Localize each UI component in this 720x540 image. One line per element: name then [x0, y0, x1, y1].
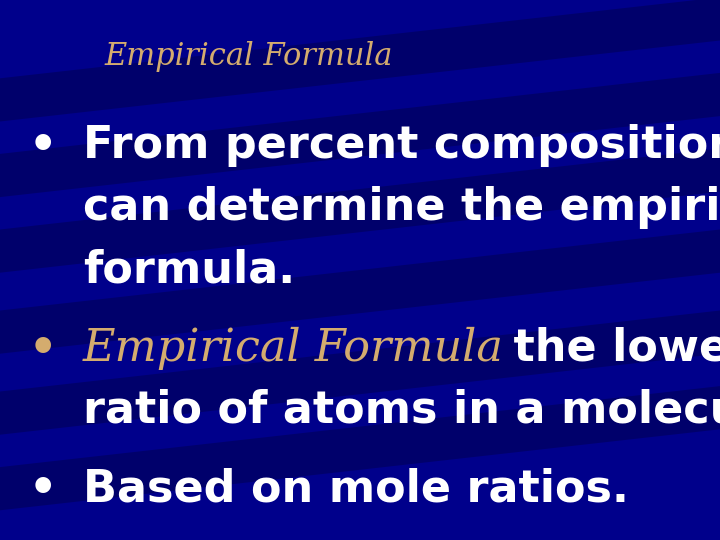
Text: Empirical Formula: Empirical Formula	[104, 41, 393, 72]
Text: •: •	[29, 327, 57, 370]
Text: can determine the empirical: can determine the empirical	[83, 186, 720, 230]
Polygon shape	[0, 221, 720, 362]
Polygon shape	[0, 302, 720, 443]
Text: Empirical Formula: Empirical Formula	[83, 327, 504, 370]
Text: the lowest: the lowest	[498, 327, 720, 370]
Polygon shape	[0, 65, 720, 205]
Text: ratio of atoms in a molecule.: ratio of atoms in a molecule.	[83, 389, 720, 432]
Text: Based on mole ratios.: Based on mole ratios.	[83, 467, 629, 510]
Text: •: •	[29, 124, 57, 167]
Polygon shape	[0, 0, 720, 130]
Text: formula.: formula.	[83, 248, 295, 292]
Polygon shape	[0, 140, 720, 281]
Polygon shape	[0, 378, 720, 518]
Text: •: •	[29, 467, 57, 510]
Text: From percent composition, you: From percent composition, you	[83, 124, 720, 167]
